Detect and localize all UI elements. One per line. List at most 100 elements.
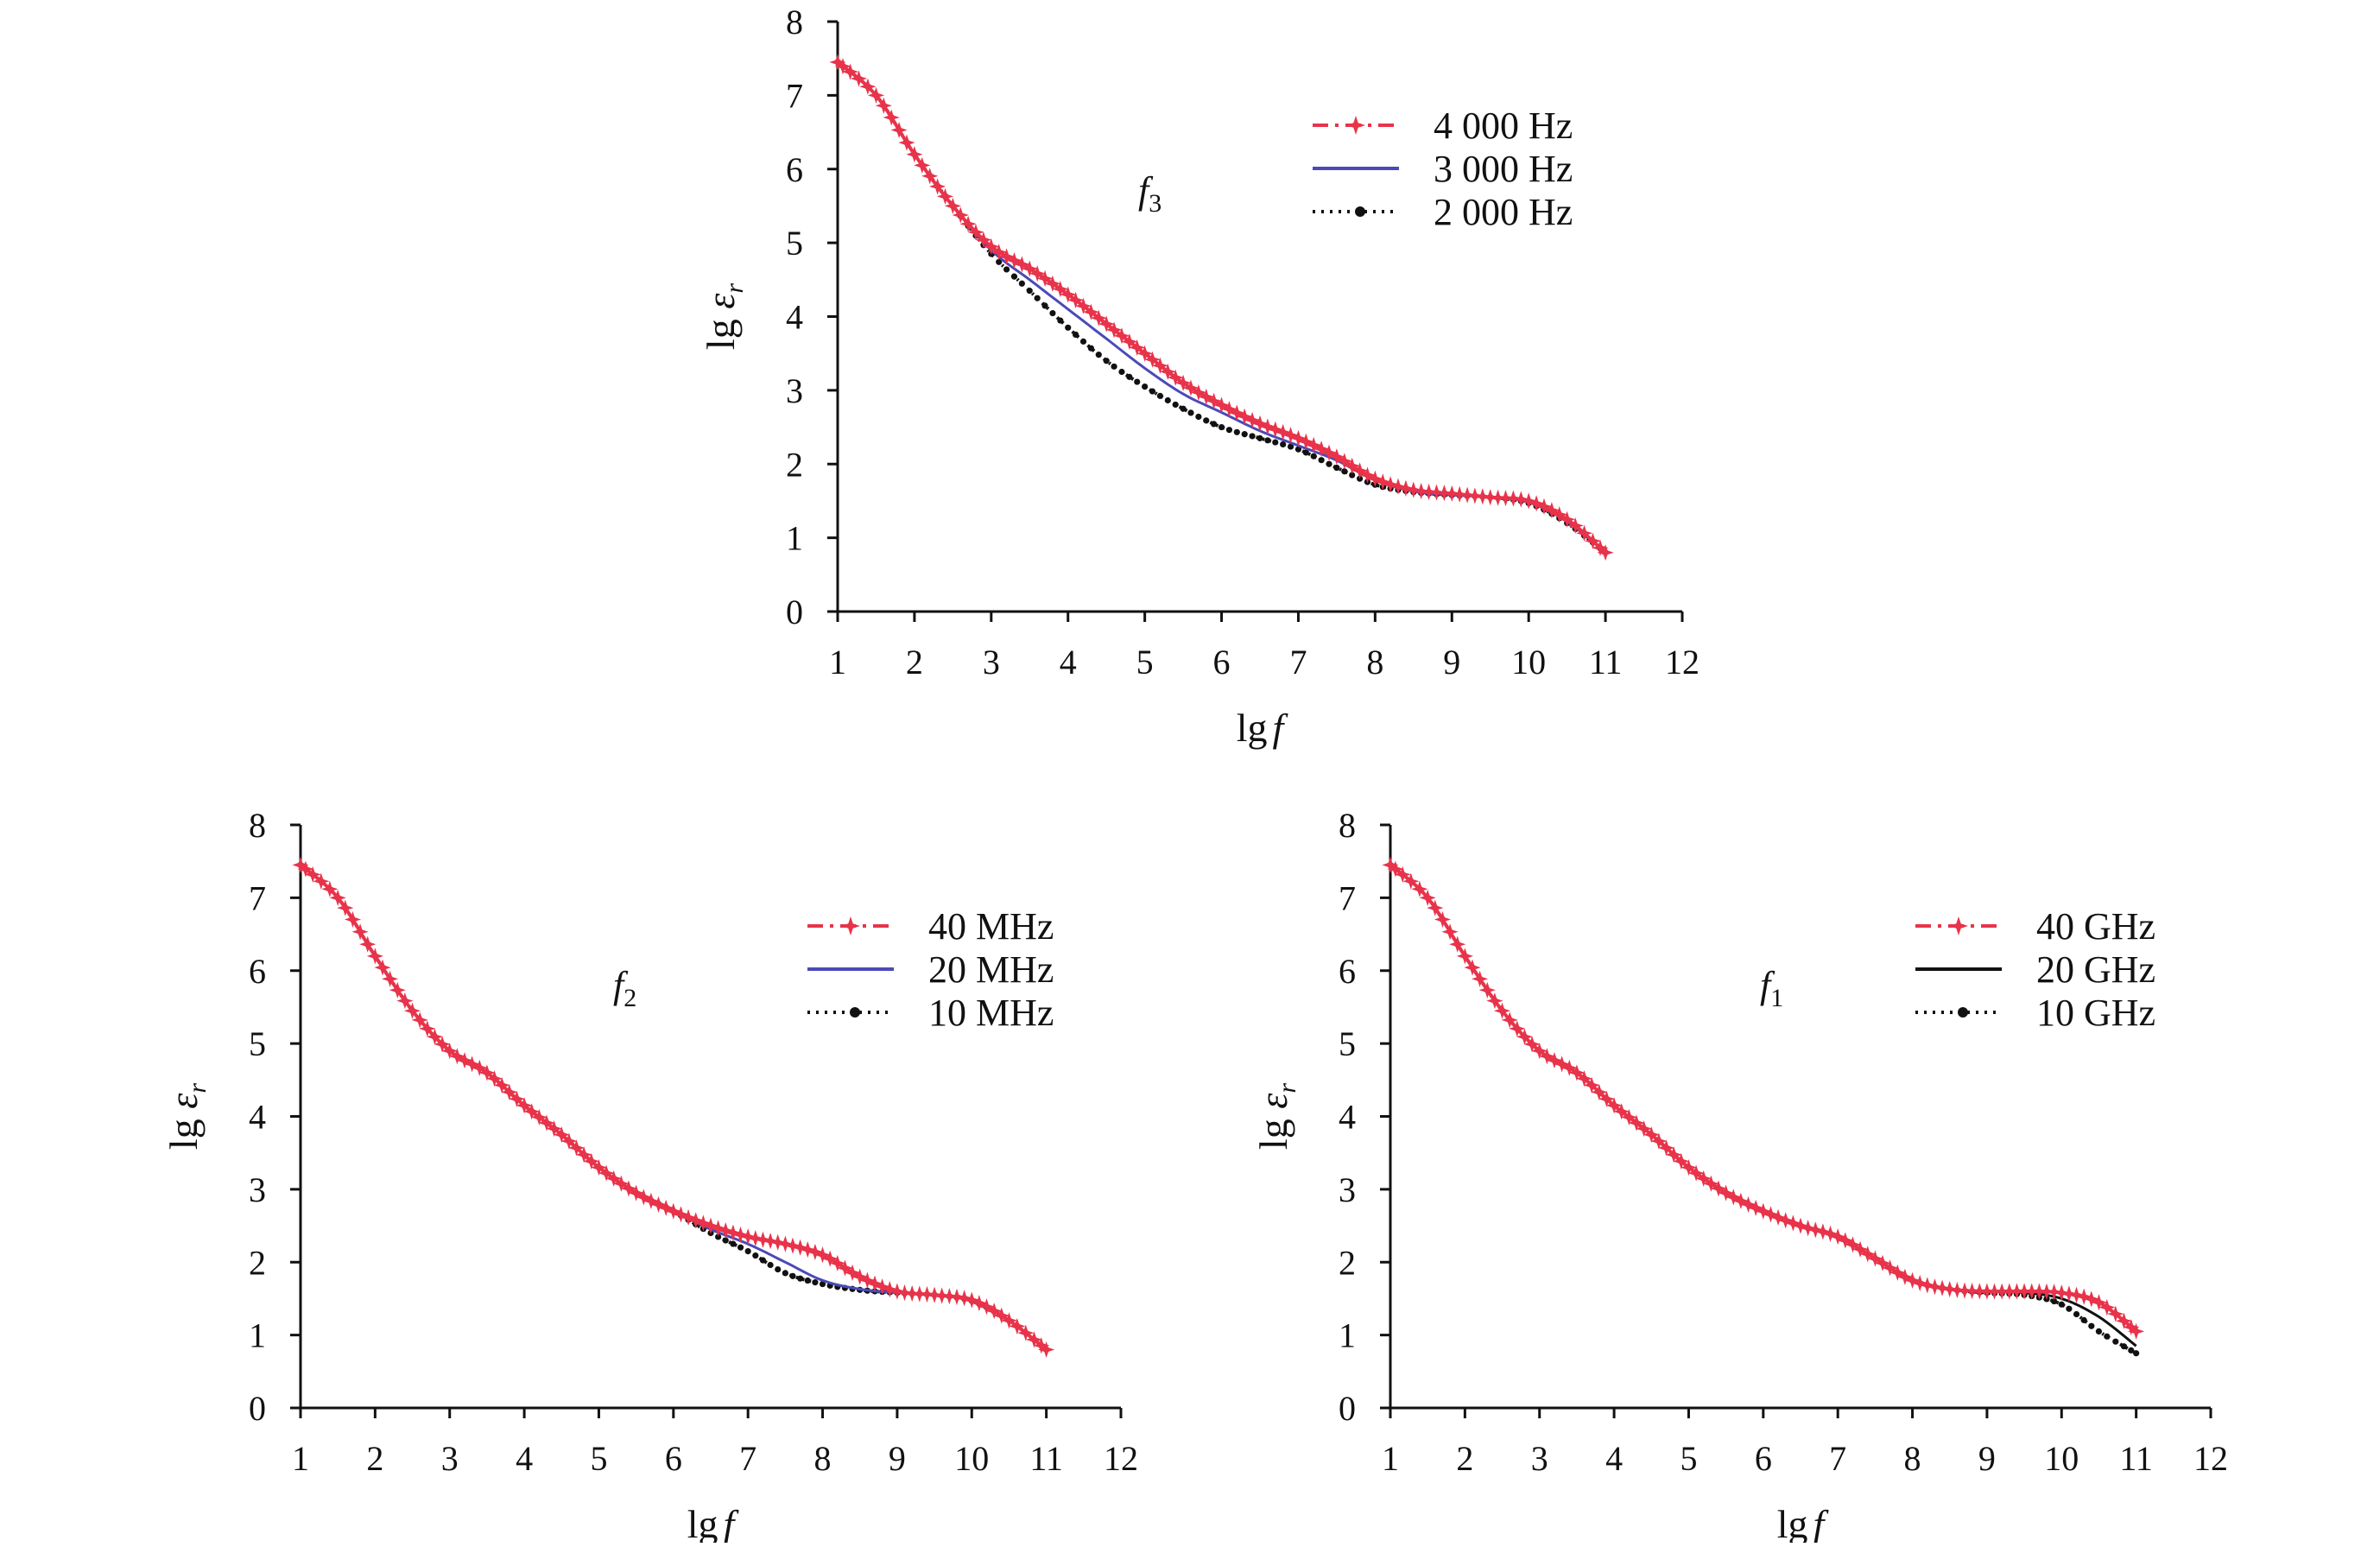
data-point-star — [898, 134, 915, 151]
data-point-star — [1402, 872, 1420, 890]
data-point-dot — [1195, 413, 1202, 421]
data-point-star — [866, 1275, 883, 1292]
legend-label: 40 GHz — [2036, 905, 2155, 948]
data-point-star — [1129, 339, 1146, 357]
data-point-star — [1009, 1317, 1026, 1335]
data-point-dot — [804, 1277, 811, 1284]
data-point-star — [1956, 1282, 1973, 1299]
data-point-star — [1358, 466, 1377, 484]
x-tick-label: 3 — [983, 643, 1000, 682]
x-tick-label: 8 — [1366, 643, 1383, 682]
legend-label: 20 GHz — [2036, 948, 2155, 991]
data-point-star — [419, 1020, 436, 1037]
data-point-star — [959, 215, 977, 232]
data-point-star — [598, 1164, 615, 1182]
data-point-star — [1948, 1281, 1966, 1299]
data-point-star — [1520, 492, 1537, 510]
y-tick-label: 6 — [1339, 952, 1356, 991]
legend-label: 10 MHz — [928, 992, 1054, 1034]
data-point-star — [1434, 910, 1452, 929]
y-tick-label: 3 — [786, 371, 803, 410]
data-point-star — [881, 1281, 898, 1298]
data-point-dot — [1003, 266, 1010, 273]
data-point-star — [1289, 429, 1307, 447]
y-tick-label: 8 — [786, 3, 803, 41]
data-point-star — [928, 178, 946, 195]
data-point-star — [1613, 1103, 1630, 1120]
data-point-star — [1366, 470, 1384, 487]
data-point-dot — [1010, 273, 1018, 280]
data-point-star — [883, 109, 900, 126]
x-tick-label: 6 — [1755, 1439, 1772, 1478]
data-point-star — [2127, 1322, 2145, 1341]
data-point-dot — [1318, 457, 1325, 464]
data-point-star — [1567, 517, 1584, 535]
data-point-dot — [1333, 464, 1340, 472]
data-point-star — [642, 1192, 660, 1209]
data-point-dot — [1287, 443, 1294, 450]
data-point-star — [991, 244, 1008, 261]
data-point-star — [1493, 1002, 1511, 1019]
data-point-star — [1025, 1331, 1043, 1348]
data-point-star — [508, 1090, 526, 1107]
data-point-star — [867, 86, 885, 105]
data-point-star — [1478, 981, 1496, 999]
series-line-2-1 — [1389, 864, 2137, 1347]
y-tick-label: 1 — [786, 519, 803, 558]
data-point-star — [821, 1250, 839, 1267]
data-point-star — [1121, 333, 1138, 351]
data-point-star — [1535, 498, 1553, 516]
y-tick-label: 2 — [1339, 1243, 1356, 1282]
data-point-star — [971, 1295, 988, 1312]
data-point-star — [1628, 1114, 1645, 1132]
data-point-star — [1113, 327, 1130, 345]
data-point-star — [1866, 1250, 1884, 1267]
data-point-star — [1474, 488, 1491, 505]
data-point-star — [1497, 490, 1515, 507]
data-point-star — [1509, 1020, 1526, 1037]
data-point-star — [1941, 1280, 1959, 1298]
data-point-dot — [1034, 295, 1041, 301]
data-point-dot — [2104, 1333, 2111, 1340]
data-point-dot — [1211, 421, 1218, 428]
data-point-star — [1251, 415, 1269, 432]
data-point-star — [1427, 484, 1446, 501]
data-point-star — [1033, 1337, 1050, 1354]
x-tick-label: 10 — [1511, 643, 1546, 682]
data-point-star — [1543, 502, 1560, 519]
data-point-star — [1592, 539, 1609, 556]
data-point-dot — [1349, 472, 1356, 479]
data-point-star — [889, 1283, 906, 1300]
data-point-star — [1489, 489, 1507, 506]
data-point-dot — [1241, 431, 1248, 438]
data-point-star — [351, 923, 369, 941]
data-point-star — [1344, 457, 1361, 474]
data-point-dot — [2080, 1316, 2087, 1323]
data-point-star — [918, 1285, 936, 1303]
x-tick-label: 5 — [590, 1439, 607, 1478]
x-tick-label: 8 — [814, 1439, 832, 1478]
data-point-star — [1889, 1264, 1906, 1281]
data-point-dot — [1126, 373, 1133, 380]
panel-annotation-sub: 1 — [1770, 984, 1783, 1012]
data-point-star — [1762, 1206, 1780, 1223]
data-point-dot — [1065, 324, 1072, 331]
data-point-star — [1546, 1052, 1563, 1069]
data-point-star — [1451, 485, 1468, 503]
data-point-star — [463, 1056, 481, 1073]
data-point-dot — [1095, 352, 1102, 358]
x-axis-label-italic: f — [724, 1502, 740, 1543]
data-point-star — [1553, 1056, 1571, 1073]
x-tick-label: 11 — [1029, 1439, 1063, 1478]
panel-annotation: f2 — [613, 964, 636, 1012]
data-point-star — [1739, 1195, 1757, 1214]
data-point-dot — [1302, 449, 1309, 456]
data-point-star — [769, 1233, 787, 1251]
x-tick-label: 4 — [516, 1439, 533, 1478]
data-point-star — [1052, 280, 1069, 298]
data-point-star — [1017, 1324, 1035, 1341]
x-tick-label: 10 — [2044, 1439, 2079, 1478]
data-point-star — [1198, 388, 1215, 406]
data-point-star — [1167, 369, 1184, 386]
